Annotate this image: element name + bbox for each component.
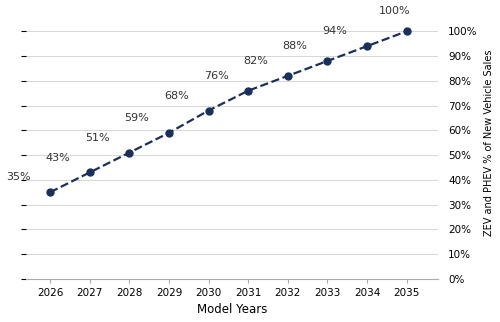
Text: 43%: 43%: [46, 153, 70, 163]
Text: 35%: 35%: [6, 172, 30, 182]
Text: 51%: 51%: [85, 133, 110, 143]
Text: 82%: 82%: [243, 56, 268, 66]
Text: 59%: 59%: [124, 113, 149, 123]
X-axis label: Model Years: Model Years: [197, 303, 268, 317]
Y-axis label: ZEV and PHEV % of New Vehicle Sales: ZEV and PHEV % of New Vehicle Sales: [484, 50, 494, 236]
Text: 68%: 68%: [164, 90, 189, 100]
Text: 76%: 76%: [204, 71, 229, 81]
Text: 100%: 100%: [379, 6, 410, 16]
Text: 88%: 88%: [282, 41, 308, 51]
Text: 94%: 94%: [322, 26, 347, 36]
